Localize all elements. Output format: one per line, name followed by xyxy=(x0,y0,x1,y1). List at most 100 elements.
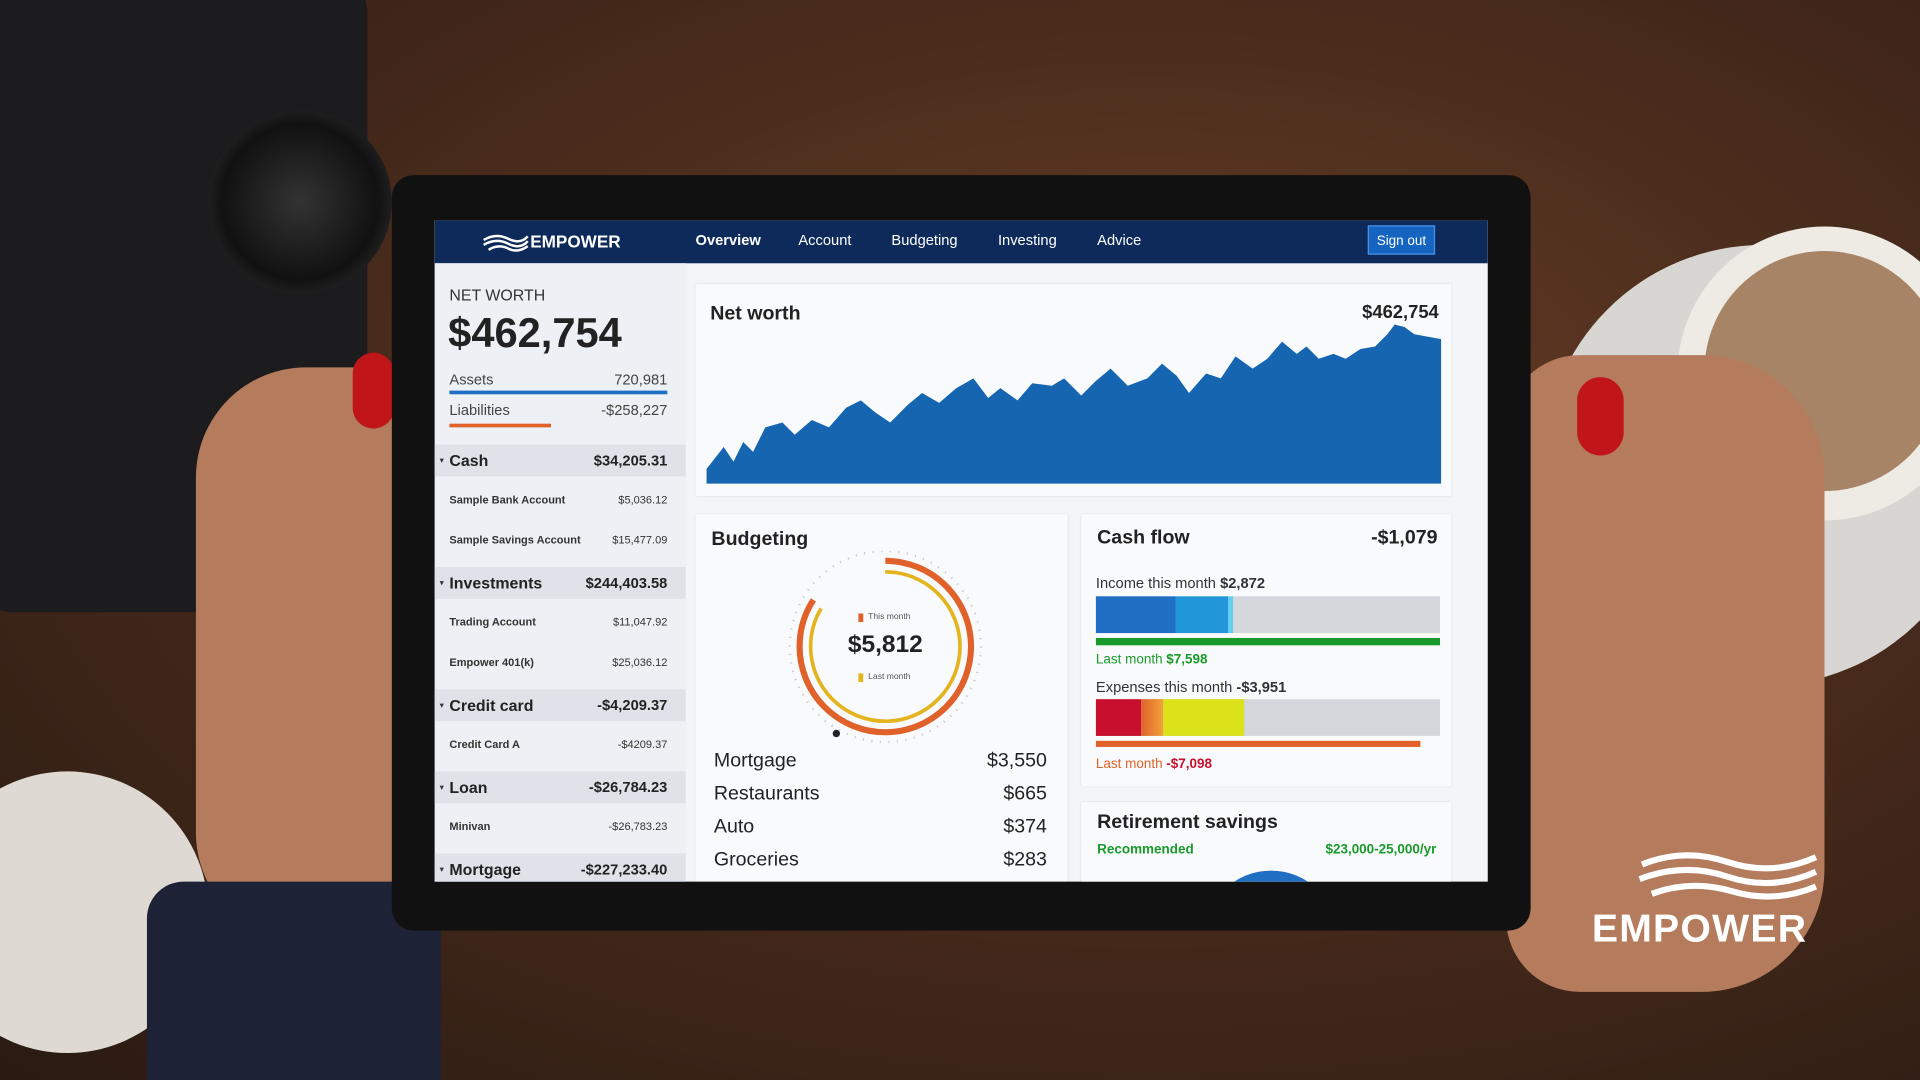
camera-lens xyxy=(208,110,392,294)
group-name: Mortgage xyxy=(449,860,522,879)
card-title: Net worth xyxy=(710,303,801,325)
account-name: Empower 401(k) xyxy=(449,656,534,669)
retirement-gauge xyxy=(1203,870,1339,882)
account-name: Sample Savings Account xyxy=(449,533,581,547)
income-segment xyxy=(1175,596,1229,634)
expenses-value: -$3,951 xyxy=(1236,678,1287,696)
accounts-sidebar: NET WORTH $462,754 Assets 720,981 Liabil… xyxy=(434,263,686,882)
account-balance: -$26,783.23 xyxy=(608,820,668,833)
account-balance: -$4209.37 xyxy=(617,738,668,751)
card-title: Budgeting xyxy=(711,528,809,550)
account-balance: $11,047.92 xyxy=(612,615,668,629)
nav-item[interactable]: Budgeting xyxy=(891,231,958,249)
expenses-last-label: Last month xyxy=(1095,756,1163,772)
group-band xyxy=(434,853,686,882)
group-name: Loan xyxy=(449,778,488,797)
expense-segment xyxy=(1095,699,1142,736)
expenses-last-value: -$7,098 xyxy=(1166,756,1212,772)
group-caret: ▾ xyxy=(439,456,444,466)
donut-ticks xyxy=(788,551,983,744)
card-title: Retirement savings xyxy=(1097,811,1278,833)
logo-text: EMPOWER xyxy=(530,231,621,252)
nail xyxy=(352,352,395,429)
nav-item[interactable]: Account xyxy=(798,231,852,249)
group-band xyxy=(434,771,686,804)
group-caret: ▾ xyxy=(439,783,444,793)
group-caret: ▾ xyxy=(439,701,444,711)
budget-item-name: Restaurants xyxy=(713,783,820,805)
group-caret: ▾ xyxy=(439,865,444,875)
group-band xyxy=(434,689,686,722)
legend-swatch xyxy=(858,673,864,683)
group-band xyxy=(434,566,686,599)
group-total: $244,403.58 xyxy=(585,574,668,592)
net-worth-area xyxy=(706,324,1442,484)
cash-flow-net: -$1,079 xyxy=(1371,527,1438,549)
income-last-value: $7,598 xyxy=(1166,652,1208,668)
account-name: Credit Card A xyxy=(449,738,521,751)
income-label: Income this month xyxy=(1095,574,1216,592)
left-sleeve xyxy=(146,881,441,1080)
budget-donut xyxy=(788,551,983,744)
group-total: -$4,209.37 xyxy=(597,696,668,714)
group-total: -$227,233.40 xyxy=(580,860,668,878)
budget-item-amount: $3,550 xyxy=(987,750,1047,772)
income-last-bar xyxy=(1095,637,1441,646)
this-month-label: This month xyxy=(868,612,911,622)
screen: EMPOWER Overview Account Budgeting Inves… xyxy=(434,220,1488,882)
assets-value: 720,981 xyxy=(614,371,668,389)
expenses-label: Expenses this month xyxy=(1095,678,1233,696)
income-last-label: Last month xyxy=(1095,652,1163,668)
net-worth-total: $462,754 xyxy=(448,310,622,357)
this-month-arc xyxy=(796,557,975,736)
group-total: $34,205.31 xyxy=(593,451,668,469)
last-month-arc xyxy=(808,570,962,724)
group-caret: ▾ xyxy=(439,579,444,588)
group-name: Credit card xyxy=(449,696,534,715)
logo-mark xyxy=(483,234,529,252)
nav-item[interactable]: Overview xyxy=(695,231,761,249)
group-name: Investments xyxy=(449,573,543,593)
retirement-card: Retirement savings Recommended $23,000-2… xyxy=(1081,802,1452,882)
expenses-last-row: Last month -$7,098 xyxy=(1096,757,1212,772)
last-month-label: Last month xyxy=(868,672,911,682)
budget-item-amount: $283 xyxy=(1003,849,1047,871)
liabilities-bar xyxy=(449,423,552,428)
card-title: Cash flow xyxy=(1097,527,1190,549)
expenses-bar-track xyxy=(1095,699,1441,736)
nav-item[interactable]: Advice xyxy=(1097,231,1142,249)
income-bar-track xyxy=(1095,596,1441,634)
account-name: Minivan xyxy=(449,820,491,833)
expenses-last-bar xyxy=(1095,740,1421,747)
account-name: Trading Account xyxy=(449,615,536,629)
expenses-row: Expenses this month -$3,951 xyxy=(1096,678,1286,695)
income-row: Income this month $2,872 xyxy=(1096,574,1265,591)
nav-item[interactable]: Investing xyxy=(997,231,1057,249)
brand-mark xyxy=(1638,852,1818,900)
account-balance: $25,036.12 xyxy=(612,656,668,669)
net-worth-label: NET WORTH xyxy=(449,285,546,305)
group-total: -$26,784.23 xyxy=(588,778,668,796)
net-worth-area-chart xyxy=(706,324,1442,484)
budget-item-amount: $374 xyxy=(1003,816,1047,838)
budget-total: $5,812 xyxy=(847,631,923,659)
sign-out-button[interactable]: Sign out xyxy=(1367,225,1436,255)
liabilities-value: -$258,227 xyxy=(601,401,668,419)
account-balance: $5,036.12 xyxy=(618,493,668,506)
expense-segment xyxy=(1163,699,1245,736)
recommended-value: $23,000-25,000/yr xyxy=(1325,842,1437,858)
card-value: $462,754 xyxy=(1362,301,1439,323)
budget-item-name: Groceries xyxy=(713,849,799,871)
liabilities-label: Liabilities xyxy=(449,401,510,419)
legend-swatch xyxy=(858,613,864,623)
assets-bar xyxy=(449,390,668,395)
net-worth-card: Net worth $462,754 xyxy=(695,284,1452,496)
donut-dot xyxy=(832,729,841,738)
cash-flow-card: Cash flow -$1,079 Income this month $2,8… xyxy=(1081,514,1452,787)
account-balance: $15,477.09 xyxy=(612,533,668,547)
recommended-label: Recommended xyxy=(1097,842,1194,858)
account-name: Sample Bank Account xyxy=(449,493,566,506)
income-value: $2,872 xyxy=(1220,574,1266,592)
